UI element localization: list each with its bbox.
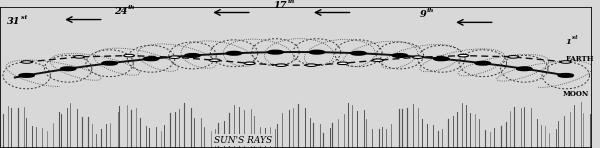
Circle shape bbox=[19, 74, 34, 77]
Text: EARTH: EARTH bbox=[566, 55, 594, 63]
Circle shape bbox=[169, 56, 180, 58]
Circle shape bbox=[22, 61, 32, 63]
Text: st: st bbox=[22, 15, 28, 20]
Text: SUN'S RAYS: SUN'S RAYS bbox=[214, 136, 272, 145]
Text: 17: 17 bbox=[274, 1, 287, 10]
Circle shape bbox=[185, 54, 200, 57]
Circle shape bbox=[61, 67, 76, 71]
Text: st: st bbox=[572, 35, 577, 40]
Circle shape bbox=[413, 56, 423, 58]
Circle shape bbox=[434, 57, 449, 61]
Text: th: th bbox=[128, 5, 136, 10]
Circle shape bbox=[143, 57, 159, 61]
Circle shape bbox=[74, 56, 85, 58]
Circle shape bbox=[244, 62, 255, 65]
Circle shape bbox=[560, 61, 571, 63]
Circle shape bbox=[508, 56, 518, 58]
Circle shape bbox=[337, 62, 348, 65]
Circle shape bbox=[392, 54, 407, 57]
Circle shape bbox=[276, 64, 286, 66]
Text: th: th bbox=[427, 8, 434, 13]
Text: th: th bbox=[288, 0, 295, 4]
Circle shape bbox=[209, 59, 220, 62]
Text: 31: 31 bbox=[7, 17, 21, 26]
Text: 1: 1 bbox=[566, 38, 572, 46]
Text: MOON: MOON bbox=[563, 90, 589, 98]
Circle shape bbox=[373, 59, 383, 62]
Circle shape bbox=[558, 74, 574, 77]
Circle shape bbox=[517, 67, 532, 71]
Circle shape bbox=[475, 61, 491, 65]
Circle shape bbox=[351, 51, 366, 55]
Circle shape bbox=[458, 54, 469, 57]
Circle shape bbox=[309, 50, 325, 54]
Circle shape bbox=[102, 61, 118, 65]
Circle shape bbox=[226, 51, 242, 55]
Text: 24: 24 bbox=[114, 7, 127, 16]
Circle shape bbox=[124, 54, 134, 57]
Text: 9: 9 bbox=[420, 10, 427, 19]
Circle shape bbox=[306, 64, 317, 66]
Circle shape bbox=[268, 50, 283, 54]
